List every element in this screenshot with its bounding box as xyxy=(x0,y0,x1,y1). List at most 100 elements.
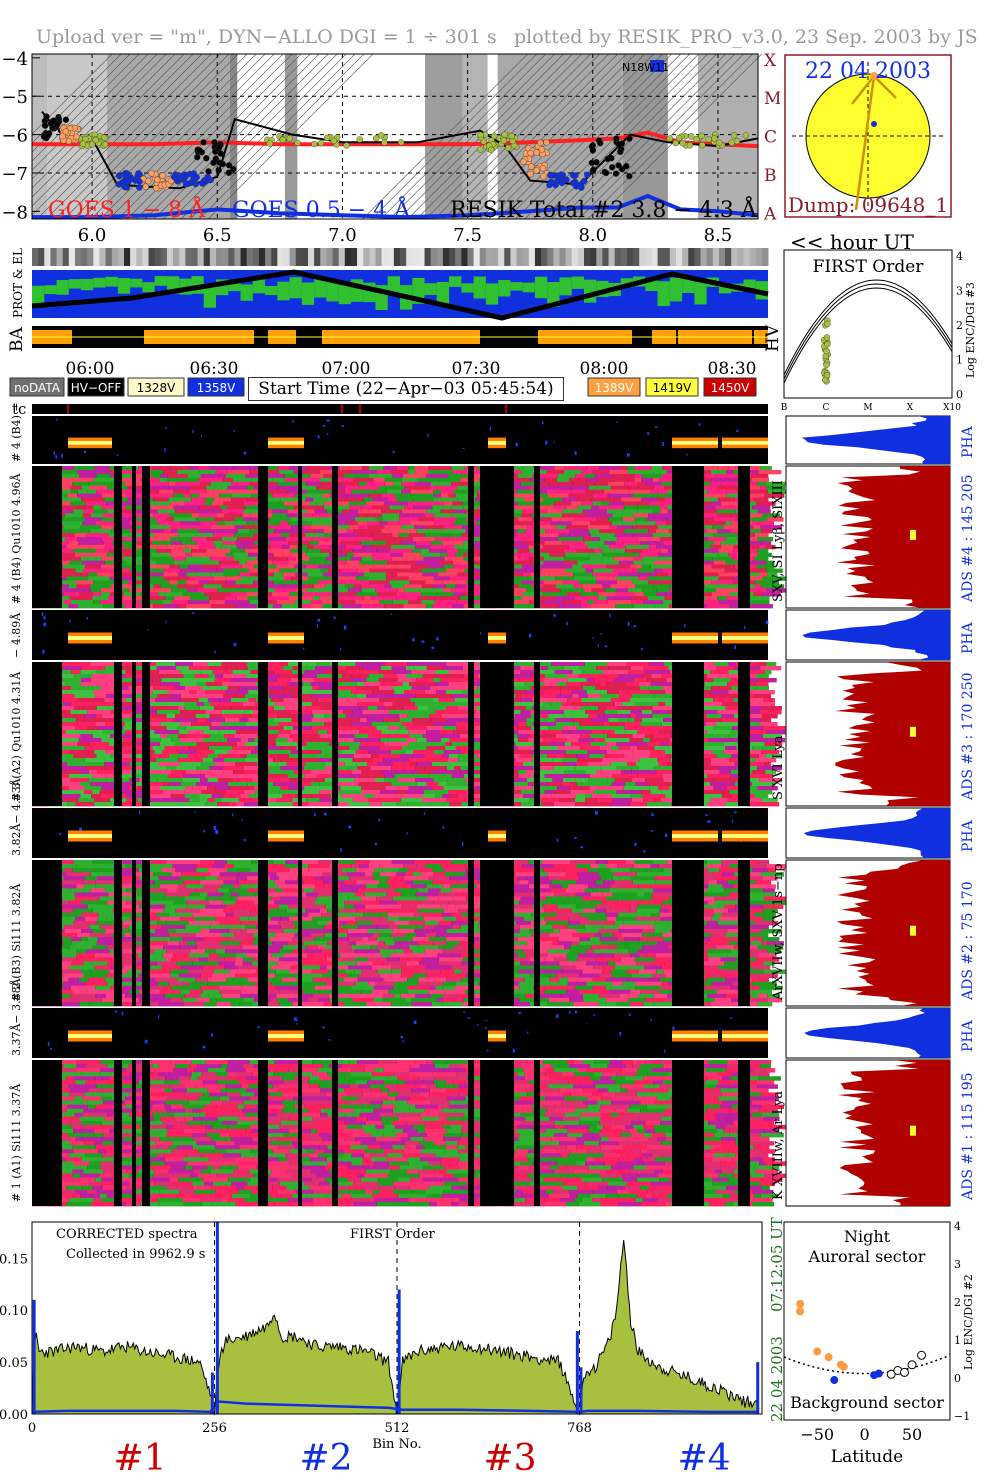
spec-cell xyxy=(168,754,189,759)
spec-cell xyxy=(234,525,244,530)
el-strip-cell xyxy=(485,248,493,266)
prot-green xyxy=(424,283,437,296)
spec-cell xyxy=(310,794,331,799)
spec-cell xyxy=(763,896,787,901)
spec-cell xyxy=(404,690,425,695)
spec-cell xyxy=(303,584,314,589)
spec-cell xyxy=(537,552,550,558)
spec-cell xyxy=(643,666,669,671)
el-strip-cell xyxy=(492,248,499,266)
spec-cell xyxy=(60,481,73,487)
spec-cell xyxy=(334,876,350,881)
el-strip-cell xyxy=(510,248,518,266)
spec-cell xyxy=(746,600,770,605)
spec-cell xyxy=(723,904,736,910)
spec-cell xyxy=(581,682,600,687)
spec-cell xyxy=(168,497,192,502)
el-strip-cell xyxy=(44,248,51,266)
spec-cell xyxy=(283,501,310,506)
spec-cell xyxy=(308,576,332,581)
spec-cell xyxy=(207,778,219,783)
spec-cell xyxy=(349,505,373,510)
spec-cell xyxy=(375,517,383,522)
spec-cell xyxy=(649,544,657,550)
spec-cell xyxy=(355,750,369,755)
spec-cell xyxy=(504,798,530,803)
spec-cell xyxy=(698,600,720,605)
el-strip-cell xyxy=(357,248,364,266)
spec-cell xyxy=(243,790,256,795)
spec-cell xyxy=(274,880,285,885)
spec-cell xyxy=(92,774,107,779)
spec-cell xyxy=(611,802,630,807)
spec-cell xyxy=(658,556,677,562)
pha-speck xyxy=(243,451,247,455)
spec-cell xyxy=(462,592,472,597)
spec-cell xyxy=(298,485,317,491)
spec-cell xyxy=(116,872,135,877)
spec-cell xyxy=(189,666,210,671)
spec-cell xyxy=(122,552,134,558)
spec-cell xyxy=(504,778,527,783)
spec-cell xyxy=(410,521,435,526)
spec-cell xyxy=(561,782,570,787)
spec-cell xyxy=(576,497,584,502)
spec-cell xyxy=(203,730,220,735)
spec-cell xyxy=(513,888,527,893)
spec-cell xyxy=(517,746,540,751)
spec-cell xyxy=(705,596,718,601)
legend-box-label: 1419V xyxy=(653,381,693,395)
spec-cell xyxy=(546,469,564,475)
spec-cell xyxy=(602,584,611,589)
spec-cell xyxy=(274,529,299,534)
spec-cell xyxy=(454,698,464,703)
spec-cell xyxy=(605,912,619,918)
spec-cell xyxy=(262,501,284,506)
spec-cell xyxy=(651,896,670,901)
spec-cell xyxy=(593,548,603,554)
spec-cell xyxy=(218,754,240,759)
spec-cell xyxy=(169,525,194,530)
el-strip-cell xyxy=(160,248,168,266)
spec-cell xyxy=(269,888,276,893)
hatch-line xyxy=(506,53,672,220)
spec-cell xyxy=(629,868,647,873)
spec-cell xyxy=(453,686,478,691)
spec-cell xyxy=(535,533,559,538)
spec-cell xyxy=(286,908,306,914)
spec-cell xyxy=(336,798,354,803)
spec-cell xyxy=(356,762,367,767)
spec-cell xyxy=(424,766,447,771)
el-strip-cell xyxy=(105,248,113,266)
spec-cell xyxy=(652,477,660,483)
spec-cell xyxy=(543,560,564,566)
spec-cell xyxy=(616,580,633,585)
spec-cell xyxy=(190,892,200,897)
spec-cell xyxy=(438,572,458,577)
spec-cell xyxy=(617,864,634,869)
spec-cell xyxy=(348,896,361,901)
spec-cell xyxy=(558,537,584,542)
spec-cell xyxy=(583,497,592,502)
spec-cell xyxy=(366,481,385,487)
spec-cell xyxy=(579,876,601,881)
spec-cell xyxy=(585,489,605,495)
spec-cell xyxy=(74,706,97,711)
spec-cell xyxy=(160,682,180,687)
spec-cell xyxy=(377,592,397,597)
spec-cell xyxy=(603,722,610,727)
spec-cell xyxy=(80,556,88,562)
spec-cell xyxy=(427,896,439,901)
spec-cell xyxy=(720,481,739,487)
spec-cell xyxy=(81,912,99,918)
spec-cell xyxy=(233,864,259,869)
spec-cell xyxy=(303,706,323,711)
spec-cell xyxy=(146,778,158,783)
spec-cell xyxy=(197,718,208,723)
spec-cell xyxy=(466,900,489,906)
spec-cell xyxy=(356,592,378,597)
spec-cell xyxy=(291,525,303,530)
spec-cell xyxy=(519,880,529,885)
hatch-line xyxy=(54,53,221,220)
spec-cell xyxy=(536,670,555,675)
